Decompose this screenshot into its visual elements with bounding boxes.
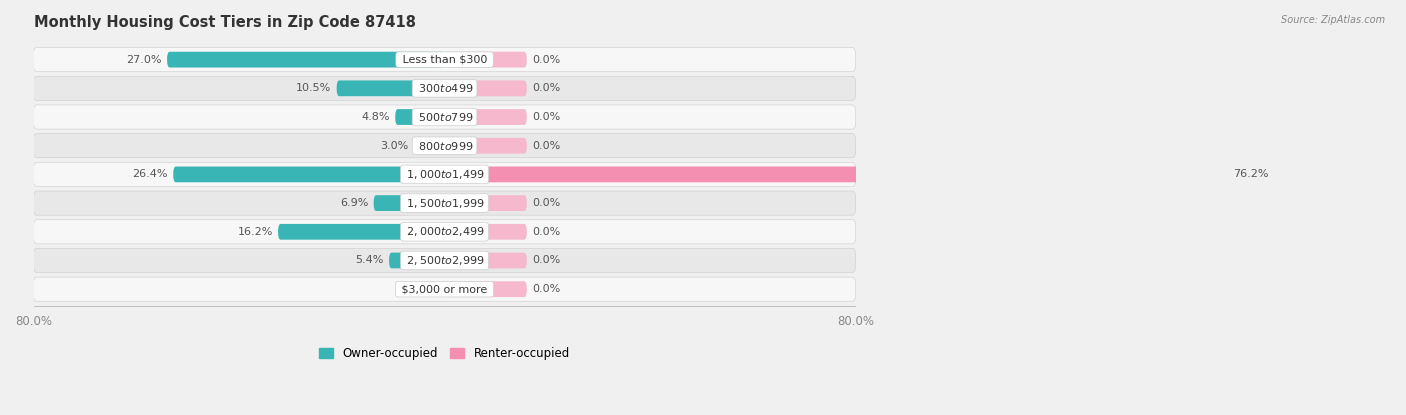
Text: 76.2%: 76.2% — [1233, 169, 1268, 179]
Text: 0.0%: 0.0% — [531, 141, 560, 151]
FancyBboxPatch shape — [374, 195, 444, 211]
FancyBboxPatch shape — [34, 220, 856, 244]
Text: Source: ZipAtlas.com: Source: ZipAtlas.com — [1281, 15, 1385, 24]
FancyBboxPatch shape — [167, 52, 444, 68]
Text: $2,000 to $2,499: $2,000 to $2,499 — [404, 225, 486, 238]
Text: $500 to $799: $500 to $799 — [415, 111, 474, 123]
FancyBboxPatch shape — [444, 195, 527, 211]
Text: $1,500 to $1,999: $1,500 to $1,999 — [404, 197, 486, 210]
FancyBboxPatch shape — [34, 191, 856, 215]
FancyBboxPatch shape — [444, 109, 527, 125]
Text: $2,500 to $2,999: $2,500 to $2,999 — [404, 254, 486, 267]
Text: 0.0%: 0.0% — [531, 55, 560, 65]
FancyBboxPatch shape — [336, 81, 444, 96]
Text: 4.8%: 4.8% — [361, 112, 389, 122]
Text: 0.0%: 0.0% — [531, 227, 560, 237]
FancyBboxPatch shape — [444, 166, 1227, 182]
FancyBboxPatch shape — [34, 76, 856, 100]
FancyBboxPatch shape — [389, 253, 444, 269]
Text: 0.0%: 0.0% — [411, 284, 440, 294]
FancyBboxPatch shape — [444, 81, 527, 96]
FancyBboxPatch shape — [444, 52, 527, 68]
Text: 10.5%: 10.5% — [297, 83, 332, 93]
FancyBboxPatch shape — [173, 166, 444, 182]
Text: 5.4%: 5.4% — [356, 256, 384, 266]
FancyBboxPatch shape — [34, 134, 856, 158]
Text: 6.9%: 6.9% — [340, 198, 368, 208]
FancyBboxPatch shape — [444, 138, 527, 154]
Text: 0.0%: 0.0% — [531, 284, 560, 294]
Text: 26.4%: 26.4% — [132, 169, 169, 179]
FancyBboxPatch shape — [278, 224, 444, 240]
Text: $800 to $999: $800 to $999 — [415, 140, 474, 152]
Text: 0.0%: 0.0% — [531, 112, 560, 122]
Text: $3,000 or more: $3,000 or more — [398, 284, 491, 294]
Text: Less than $300: Less than $300 — [399, 55, 491, 65]
Text: $300 to $499: $300 to $499 — [415, 82, 474, 94]
FancyBboxPatch shape — [413, 138, 444, 154]
FancyBboxPatch shape — [395, 109, 444, 125]
FancyBboxPatch shape — [34, 48, 856, 72]
FancyBboxPatch shape — [34, 162, 856, 186]
FancyBboxPatch shape — [444, 281, 527, 297]
Text: 0.0%: 0.0% — [531, 83, 560, 93]
FancyBboxPatch shape — [34, 105, 856, 129]
FancyBboxPatch shape — [34, 277, 856, 301]
Text: 27.0%: 27.0% — [127, 55, 162, 65]
Text: $1,000 to $1,499: $1,000 to $1,499 — [404, 168, 486, 181]
FancyBboxPatch shape — [444, 224, 527, 240]
FancyBboxPatch shape — [444, 253, 527, 269]
Text: 0.0%: 0.0% — [531, 198, 560, 208]
FancyBboxPatch shape — [34, 249, 856, 273]
Text: Monthly Housing Cost Tiers in Zip Code 87418: Monthly Housing Cost Tiers in Zip Code 8… — [34, 15, 416, 30]
Legend: Owner-occupied, Renter-occupied: Owner-occupied, Renter-occupied — [315, 342, 575, 365]
Text: 0.0%: 0.0% — [531, 256, 560, 266]
Text: 16.2%: 16.2% — [238, 227, 273, 237]
Text: 3.0%: 3.0% — [381, 141, 409, 151]
